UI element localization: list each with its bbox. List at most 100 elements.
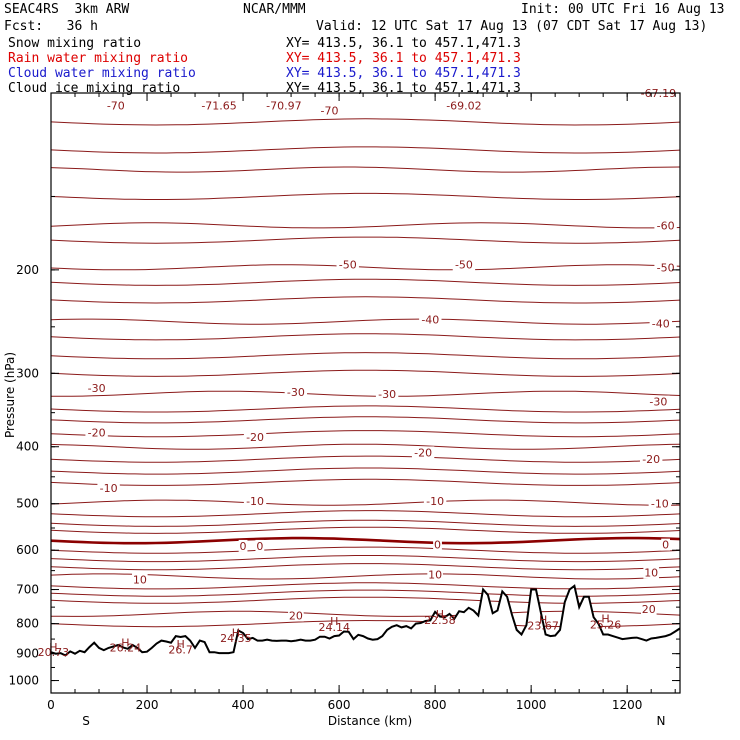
isotherm-label: -50: [455, 259, 473, 272]
terrain-value-label: 26.24: [110, 642, 142, 655]
y-tick-label: 800: [16, 617, 39, 631]
isotherm-line: [50, 478, 681, 486]
isotherm-line: [50, 499, 681, 506]
freezing-level-line: [50, 536, 681, 545]
isotherm-label: 0: [240, 540, 247, 553]
end-label-south: S: [82, 714, 90, 728]
isotherm-label-bg: [427, 568, 443, 581]
isotherm-label: -30: [88, 382, 106, 395]
isotherm-label-bg: [85, 382, 108, 395]
isotherm-label: -40: [421, 314, 439, 327]
forecast-hour: Fcst: 36 h: [4, 19, 98, 34]
isotherm-label: -50: [657, 261, 675, 274]
center-title: NCAR/MMM: [243, 2, 306, 17]
terrain-value-label: 26.7: [168, 643, 193, 656]
isotherm-label-bg: [197, 99, 241, 112]
x-axis-label: Distance (km): [328, 714, 412, 728]
isotherm-line: [50, 296, 681, 304]
isotherm-label-bg: [85, 426, 108, 439]
terrain-value-label: 22.58: [424, 614, 456, 627]
isotherm-label-bg: [640, 602, 657, 615]
isotherm-label: 10: [133, 574, 147, 587]
isotherm-label: -71.65: [201, 99, 236, 112]
isotherm-line: [50, 352, 681, 360]
isotherm-label: 0: [256, 540, 263, 553]
terrain-value-label: H: [330, 615, 338, 628]
isotherm-label-bg: [423, 495, 447, 508]
terrain-value-label: H: [49, 641, 57, 654]
isotherm-label: -20: [246, 431, 264, 444]
isotherm-line: [50, 443, 681, 450]
y-axis-label: Pressure (hPa): [3, 352, 17, 438]
isotherm-label-bg: [375, 387, 399, 400]
terrain-value-label: 25.26: [590, 619, 622, 632]
isotherm-label: 20: [642, 603, 656, 616]
x-tick-label: 0: [47, 698, 55, 712]
isotherm-line: [50, 278, 681, 286]
isotherm-label: -70: [107, 99, 125, 112]
isotherm-line: [50, 510, 681, 518]
isotherm-line: [50, 264, 681, 271]
isotherm-label: -69.02: [446, 99, 481, 112]
field-xy-cloud-water: XY= 413.5, 36.1 to 457.1,471.3: [286, 66, 521, 81]
isotherm-label-bg: [649, 317, 672, 330]
valid-time: Valid: 12 UTC Sat 17 Aug 13 (07 CDT Sat …: [316, 19, 708, 34]
terrain-layer: [50, 584, 681, 693]
field-xy-snow: XY= 413.5, 36.1 to 457.1,471.3: [286, 36, 521, 51]
isotherm-label-bg: [97, 481, 120, 494]
field-label-snow: Snow mixing ratio: [8, 36, 142, 51]
isotherm-label-bg: [654, 219, 677, 232]
isotherm-line: [50, 236, 681, 244]
y-tick-label: 1000: [8, 674, 39, 688]
isotherm-line: [50, 467, 681, 475]
isotherm-label: -10: [100, 482, 118, 495]
isotherm-label-bg: [433, 538, 442, 551]
isotherm-label: 20: [289, 610, 303, 623]
isotherm-line: [50, 519, 681, 527]
y-tick-label: 300: [16, 366, 39, 380]
isotherm-line: [50, 118, 681, 126]
terrain-value-label: 23.67: [527, 620, 559, 633]
isotherm-label-bg: [288, 609, 304, 622]
isotherm-line: [50, 416, 681, 424]
isotherm-label: -40: [652, 318, 670, 331]
isotherm-label: 0: [434, 539, 441, 552]
isotherm-label: -70.97: [266, 99, 301, 112]
isotherm-label: -30: [378, 388, 396, 401]
isotherm-label-bg: [661, 538, 670, 551]
isotherm-line: [50, 369, 681, 377]
isotherm-label-bg: [255, 539, 265, 552]
y-tick-label: 900: [16, 647, 39, 661]
isotherm-line: [50, 555, 681, 563]
isotherm-label-bg: [639, 453, 663, 466]
isotherm-label: 10: [644, 567, 658, 580]
end-label-north: N: [657, 714, 666, 728]
terrain-profile-line: [50, 584, 681, 657]
isotherm-line: [51, 390, 681, 397]
isotherm-line: [50, 318, 681, 325]
isotherm-label: 0: [662, 539, 669, 552]
field-xy-cloud-ice: XY= 413.5, 36.1 to 457.1,471.3: [286, 81, 521, 96]
isotherm-label-bg: [442, 99, 486, 112]
isotherm-label-bg: [243, 495, 267, 508]
field-label-cloud-water: Cloud water mixing ratio: [8, 66, 196, 81]
y-tick-label: 400: [16, 440, 39, 454]
isotherm-line: [50, 573, 681, 580]
terrain-value-label: 24.35: [220, 632, 252, 645]
isotherm-line: [50, 589, 681, 597]
isotherm-label-bg: [262, 99, 306, 112]
isotherm-label-bg: [419, 313, 442, 326]
field-label-rain: Rain water mixing ratio: [8, 51, 189, 66]
isotherm-label: -60: [657, 219, 675, 232]
y-tick-label: 500: [16, 497, 39, 511]
isotherm-label-bg: [318, 104, 341, 117]
terrain-value-label: H: [539, 613, 547, 626]
y-tick-label: 600: [16, 543, 39, 557]
isotherm-label: -10: [426, 495, 444, 508]
isotherm-label-bg: [643, 566, 659, 579]
isotherm-label-bg: [654, 261, 677, 274]
model-title: SEAC4RS 3km ARW: [4, 2, 130, 17]
